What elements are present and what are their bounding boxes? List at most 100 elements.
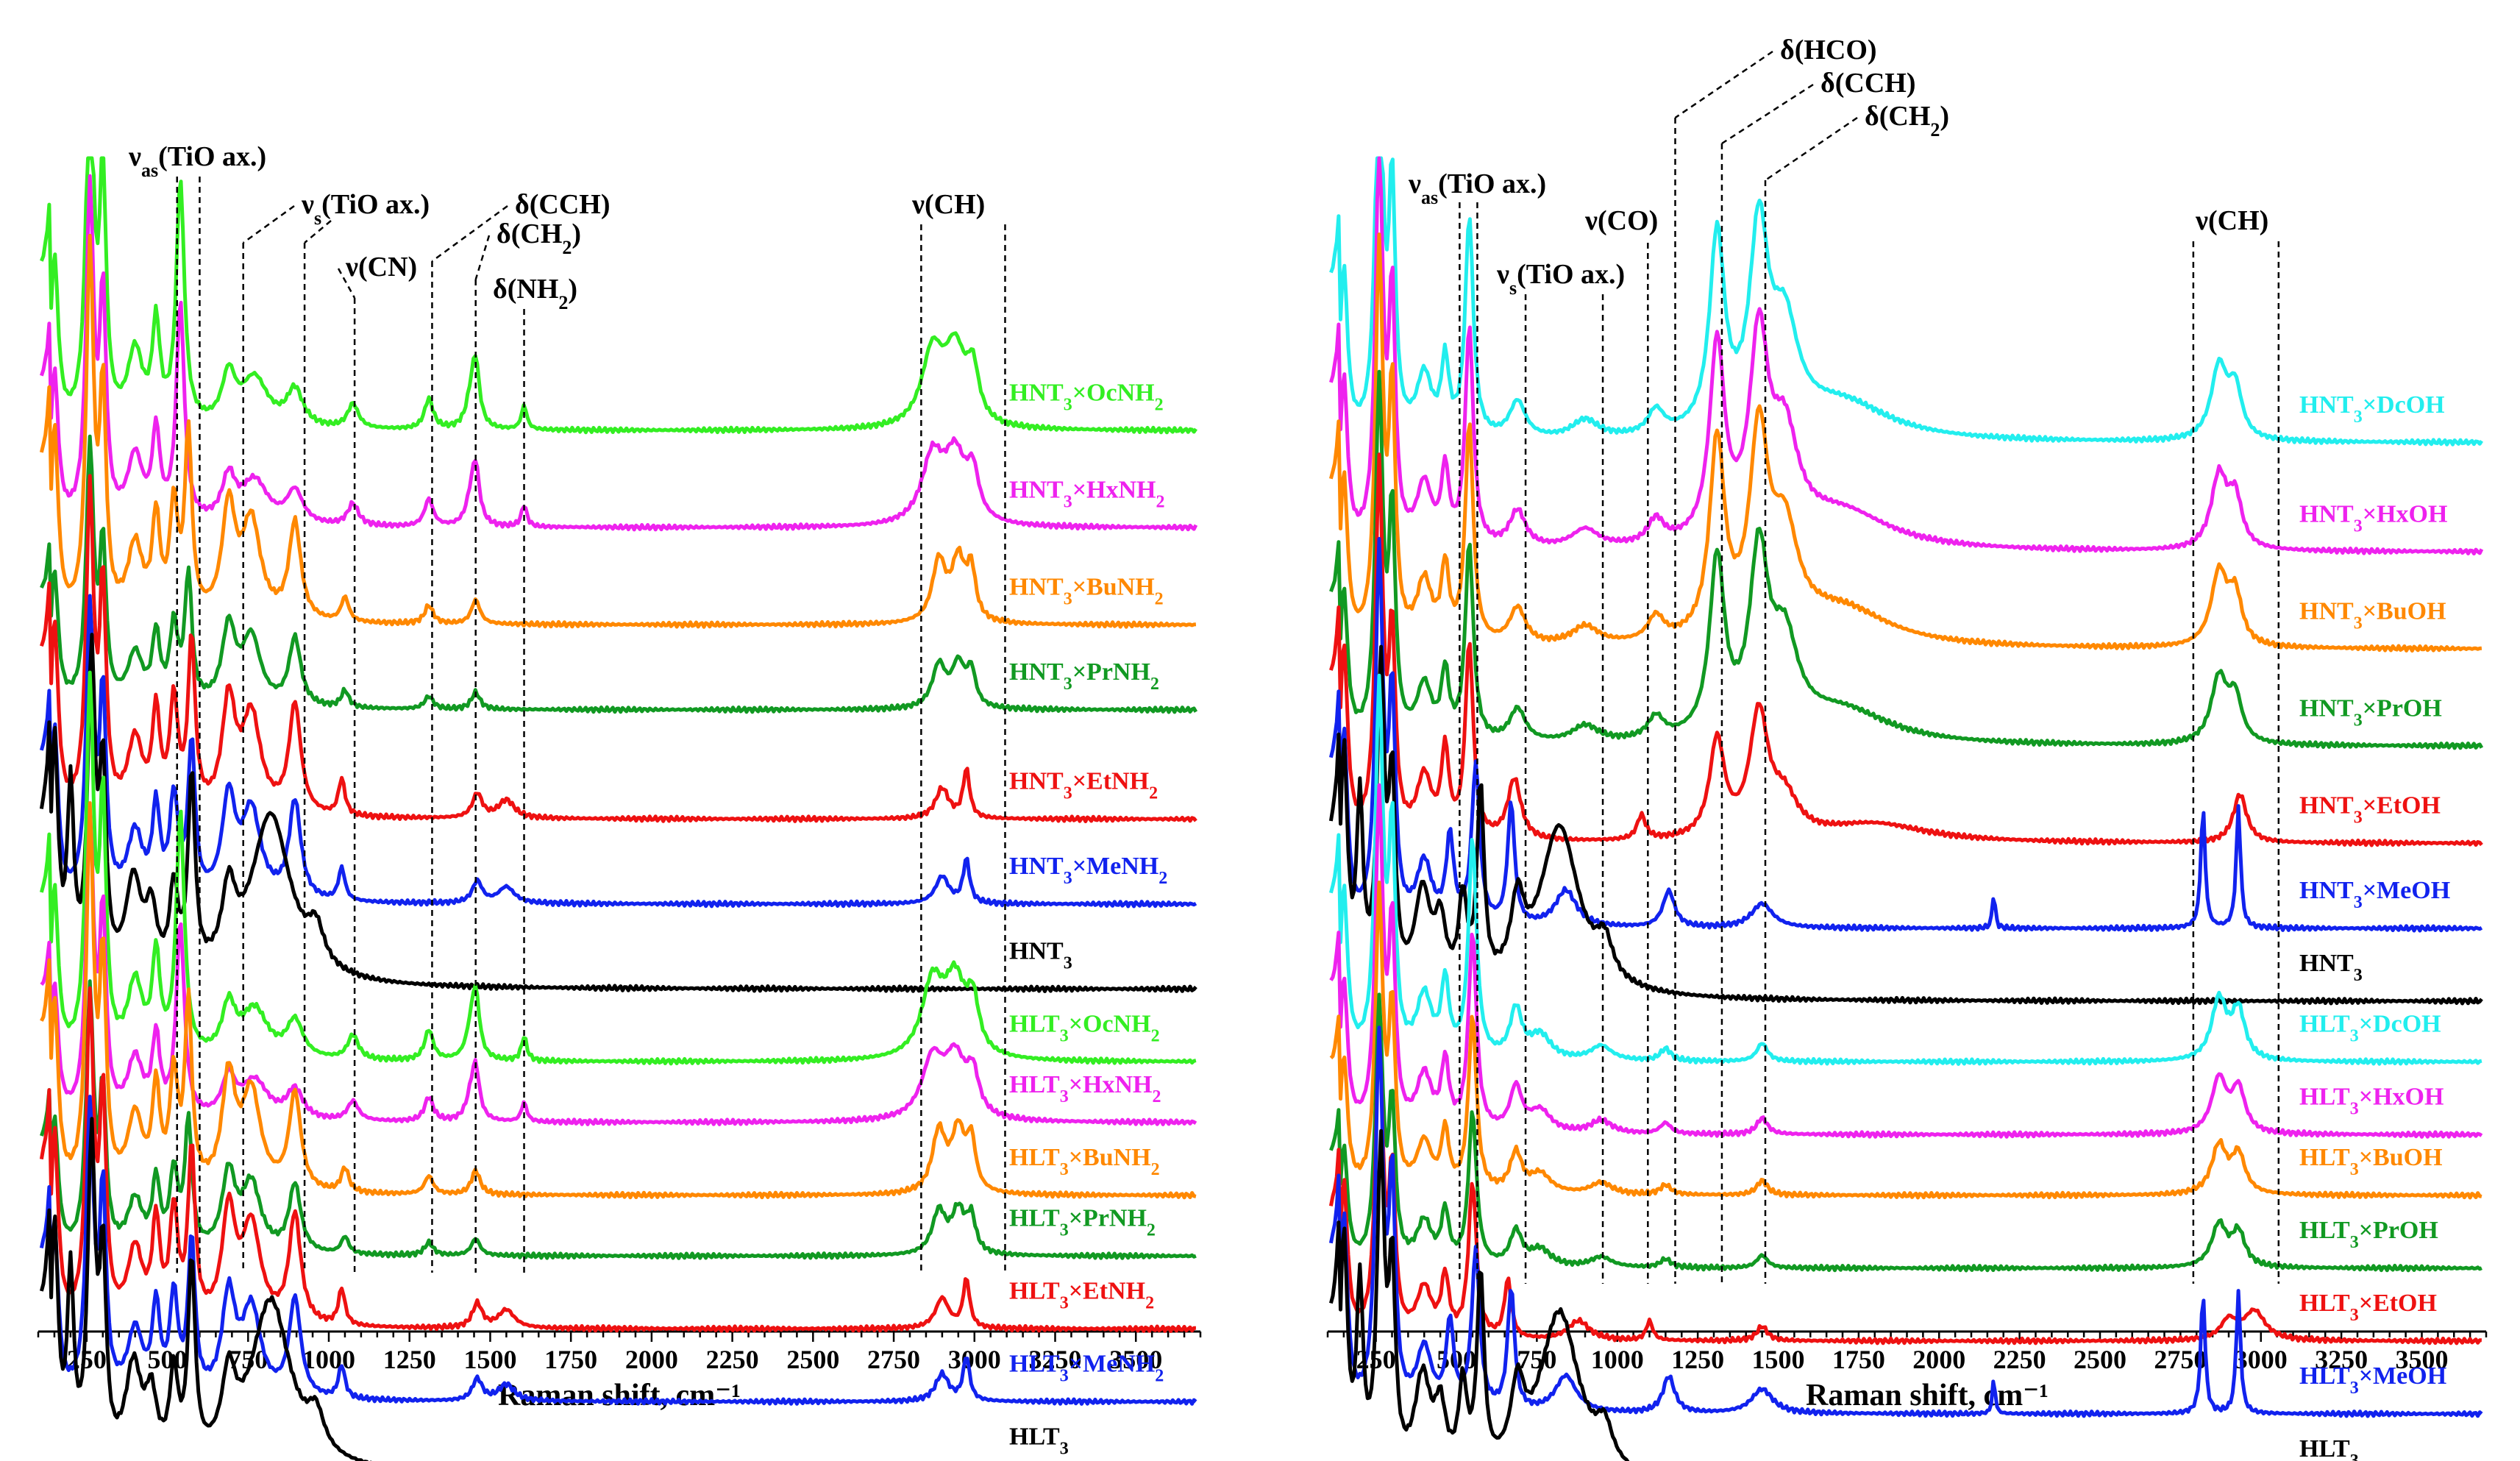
- annotation-leader: [242, 205, 295, 244]
- series-label: HNT3: [2299, 950, 2363, 985]
- series-trace: [1328, 232, 2482, 653]
- x-tick-label: 3250: [2315, 1345, 2368, 1374]
- series-label: HNT3×HxOH: [2299, 500, 2447, 536]
- series-label: HNT3×PrOH: [2299, 694, 2442, 730]
- series-label: HLT3×BuOH: [2299, 1144, 2443, 1179]
- series-label: HNT3×PrNH2: [1009, 658, 1159, 694]
- series-label: HNT3×BuNH2: [1009, 573, 1164, 608]
- series-label: HNT3×BuOH: [2299, 597, 2446, 633]
- band-annotation: νs(TiO ax.): [301, 189, 430, 229]
- series-label: HLT3×HxNH2: [1009, 1071, 1161, 1106]
- series-label: HLT3×DcOH: [2299, 1010, 2441, 1045]
- series-trace: [1328, 644, 2483, 1006]
- series-label: HNT3×DcOH: [2299, 391, 2445, 427]
- series-label: HLT3×EtNH2: [1009, 1277, 1154, 1312]
- series-trace: [1329, 369, 2484, 750]
- series-trace: [39, 594, 1197, 909]
- x-tick-label: 2500: [2074, 1345, 2126, 1374]
- band-annotation: δ(NH2): [493, 274, 577, 313]
- annotation-leader: [337, 268, 356, 299]
- series-label: HNT3×MeOH: [2299, 877, 2450, 912]
- series-label: HNT3×MeNH2: [1009, 853, 1167, 888]
- series-label: HLT3×PrNH2: [1009, 1204, 1156, 1240]
- x-tick-label: 2000: [625, 1345, 678, 1374]
- series-trace: [39, 233, 1197, 629]
- x-tick-label: 1000: [302, 1345, 355, 1374]
- series-label: HLT3×EtOH: [2299, 1290, 2437, 1325]
- series-trace: [1329, 452, 2483, 847]
- left-panel-amines: 250 500 750 1000 1250 1500 1750 2000 2250 2500 275…: [37, 141, 1202, 1461]
- x-tick-label: 500: [148, 1345, 188, 1374]
- series-trace: [1328, 1128, 1630, 1461]
- x-axis-title: Raman shift, cm⁻¹: [1806, 1379, 2049, 1412]
- x-tick-label: 2000: [1912, 1345, 1965, 1374]
- annotation-leader: [1721, 83, 1814, 145]
- x-tick-label: 1750: [544, 1345, 597, 1374]
- series-label: HNT3×EtOH: [2299, 792, 2441, 827]
- series-label: HLT3×BuNH2: [1009, 1144, 1160, 1179]
- band-annotation: δ(CCH): [515, 189, 610, 220]
- x-tick-label: 2500: [786, 1345, 839, 1374]
- annotation-leader: [1765, 116, 1858, 182]
- series-label: HLT3×MeOH: [2299, 1362, 2446, 1398]
- x-tick-label: 3000: [948, 1345, 1001, 1374]
- series-trace: [1329, 881, 2482, 1200]
- series-trace: [1329, 156, 2483, 447]
- band-annotation: νas(TiO ax.): [128, 141, 266, 181]
- x-tick-label: 2750: [867, 1345, 920, 1374]
- series-trace: [40, 156, 1197, 435]
- series-trace: [1328, 673, 2482, 1066]
- x-tick-label: 1250: [383, 1345, 436, 1374]
- series-label: HLT3: [2299, 1435, 2359, 1461]
- series-trace: [40, 474, 1197, 823]
- band-annotation: ν(CO): [1584, 205, 1658, 236]
- x-tick-label: 2250: [706, 1345, 759, 1374]
- series-label: HLT3×HxOH: [2299, 1083, 2444, 1118]
- series-trace: [39, 633, 1197, 993]
- band-annotation: δ(HCO): [1780, 35, 1877, 65]
- x-tick-label: 750: [1517, 1345, 1556, 1374]
- series-trace: [40, 979, 1197, 1260]
- band-annotation: νas(TiO ax.): [1408, 168, 1546, 208]
- series-label: HNT3×OcNH2: [1009, 379, 1164, 414]
- x-tick-label: 3500: [1109, 1345, 1162, 1374]
- x-tick-label: 1750: [1832, 1345, 1885, 1374]
- right-panel-alcohols: 250 500 750 1000 1250 1500 1750 2000 2250 2500 275…: [1326, 35, 2488, 1461]
- series-label: HLT3×MeNH2: [1009, 1350, 1164, 1385]
- series-trace: [40, 801, 1197, 1200]
- series-trace: [1328, 1025, 2483, 1418]
- series-trace: [40, 174, 1198, 532]
- annotation-leader: [431, 205, 508, 263]
- series-label: HLT3×OcNH2: [1009, 1010, 1160, 1045]
- annotation-leader: [1674, 50, 1773, 119]
- x-tick-label: 1500: [463, 1345, 516, 1374]
- x-tick-label: 1250: [1671, 1345, 1724, 1374]
- series-trace: [1329, 992, 2482, 1273]
- annotation-leader: [474, 235, 491, 280]
- series-label: HNT3: [1009, 937, 1072, 973]
- band-annotation: ν(CH): [2195, 205, 2268, 236]
- series-trace: [39, 1117, 372, 1461]
- band-annotation: δ(CH2): [496, 218, 581, 258]
- band-annotation: νs(TiO ax.): [1496, 259, 1625, 299]
- series-label: HLT3×PrOH: [2299, 1217, 2438, 1252]
- series-label: HNT3×HxNH2: [1009, 476, 1165, 511]
- x-tick-label: 2250: [1993, 1345, 2046, 1374]
- series-trace: [1329, 783, 2483, 1139]
- series-label: HNT3×EtNH2: [1009, 767, 1158, 803]
- annotation-leader: [304, 220, 332, 244]
- band-annotation: ν(CH): [911, 189, 985, 220]
- band-annotation: ν(CN): [345, 252, 417, 282]
- band-annotation: δ(CCH): [1820, 68, 1915, 99]
- x-tick-label: 1000: [1591, 1345, 1644, 1374]
- series-trace: [1328, 536, 2483, 933]
- band-annotation: δ(CH2): [1865, 101, 1949, 141]
- series-label: HLT3: [1009, 1423, 1069, 1458]
- series-trace: [39, 986, 1196, 1333]
- series-trace: [1328, 156, 2484, 555]
- series-trace: [40, 434, 1198, 714]
- series-trace: [39, 1095, 1197, 1406]
- x-axis-title: Raman shift, cm⁻¹: [498, 1379, 741, 1412]
- x-tick-label: 3250: [1029, 1345, 1082, 1374]
